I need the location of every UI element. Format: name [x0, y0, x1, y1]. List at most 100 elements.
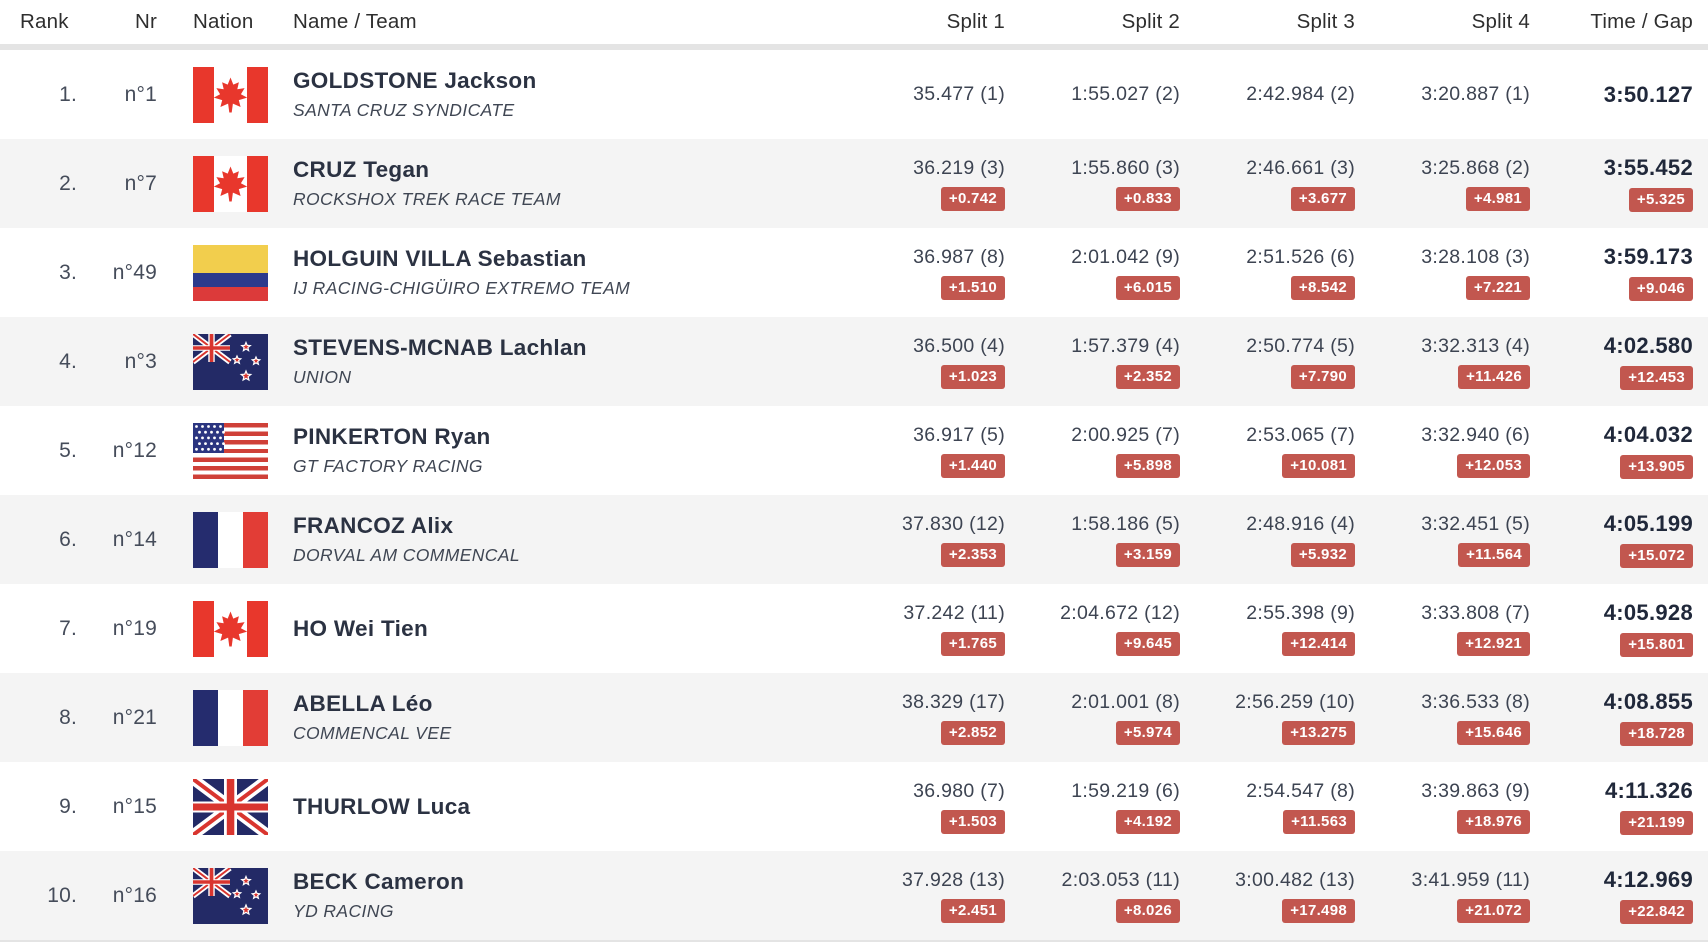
time-gap-cell: 3:50.127 — [1530, 50, 1708, 139]
rider-name: BECK Cameron — [293, 869, 465, 894]
split3-cell: 2:53.065 (7) +10.081 — [1180, 406, 1355, 495]
split-time: 2:00.925 (7) — [1071, 423, 1180, 446]
split1-cell: 37.242 (11) +1.765 — [830, 584, 1005, 673]
flag-can-icon — [193, 600, 268, 657]
rider-name: GOLDSTONE Jackson — [293, 68, 537, 93]
rank-cell: 2. — [0, 139, 85, 228]
split-time: 36.987 (8) — [913, 245, 1005, 268]
split-time: 1:59.219 (6) — [1071, 779, 1180, 802]
split-time: 2:04.672 (12) — [1060, 601, 1180, 624]
split-gap-badge: +1.503 — [940, 809, 1005, 834]
split-gap-badge: +10.081 — [1282, 453, 1355, 478]
split1-cell: 38.329 (17) +2.852 — [830, 673, 1005, 762]
split2-cell: 2:01.001 (8) +5.974 — [1005, 673, 1180, 762]
name-team-cell: HOLGUIN VILLA Sebastian IJ RACING-CHIGÜI… — [293, 228, 830, 317]
rider-name: PINKERTON Ryan — [293, 424, 491, 449]
split-gap-badge: +11.564 — [1458, 542, 1530, 567]
split-gap-badge: +11.426 — [1458, 364, 1530, 389]
final-time: 4:08.855 — [1603, 689, 1693, 714]
split3-cell: 2:46.661 (3) +3.677 — [1180, 139, 1355, 228]
name-team-cell: ABELLA Léo COMMENCAL VEE — [293, 673, 830, 762]
column-header-split2: Split 2 — [1121, 10, 1180, 33]
nation-cell — [160, 139, 293, 228]
flag-gbr-icon — [193, 778, 268, 835]
split-time: 36.219 (3) — [913, 156, 1005, 179]
split-gap-badge: +15.646 — [1457, 720, 1530, 745]
split4-cell: 3:39.863 (9) +18.976 — [1355, 762, 1530, 851]
rider-number: n°19 — [112, 616, 157, 640]
split-time: 36.500 (4) — [913, 334, 1005, 357]
rank-cell: 4. — [0, 317, 85, 406]
split-time: 3:32.451 (5) — [1421, 512, 1530, 535]
final-time: 4:12.969 — [1603, 867, 1693, 892]
rank-cell: 1. — [0, 50, 85, 139]
split1-cell: 35.477 (1) — [830, 50, 1005, 139]
time-gap-badge: +9.046 — [1628, 277, 1693, 301]
split3-cell: 2:56.259 (10) +13.275 — [1180, 673, 1355, 762]
split-time: 2:53.065 (7) — [1246, 423, 1355, 446]
name-team-cell: GOLDSTONE Jackson SANTA CRUZ SYNDICATE — [293, 50, 830, 139]
split-gap-badge: +2.353 — [940, 542, 1005, 567]
split-time: 2:42.984 (2) — [1246, 83, 1355, 105]
time-gap-badge: +13.905 — [1620, 455, 1693, 479]
split3-cell: 2:42.984 (2) — [1180, 50, 1355, 139]
time-gap-badge: +18.728 — [1620, 722, 1693, 746]
column-header-split3: Split 3 — [1296, 10, 1355, 33]
rank-value: 7. — [59, 616, 77, 640]
time-gap-cell: 4:02.580 +12.453 — [1530, 317, 1708, 406]
split-time: 37.830 (12) — [901, 512, 1005, 535]
split-time: 2:51.526 (6) — [1246, 245, 1355, 268]
split-time: 3:00.482 (13) — [1235, 868, 1355, 891]
split-time: 3:39.863 (9) — [1421, 779, 1530, 802]
split-gap-badge: +1.023 — [940, 364, 1005, 389]
split-time: 3:41.959 (11) — [1411, 868, 1530, 891]
number-cell: n°12 — [85, 406, 160, 495]
split-time: 2:01.001 (8) — [1071, 690, 1180, 713]
split2-cell: 1:55.860 (3) +0.833 — [1005, 139, 1180, 228]
split-time: 3:20.887 (1) — [1421, 83, 1530, 105]
rider-number: n°3 — [124, 349, 157, 373]
split1-cell: 36.980 (7) +1.503 — [830, 762, 1005, 851]
time-gap-badge: +22.842 — [1620, 900, 1693, 924]
rank-cell: 6. — [0, 495, 85, 584]
column-header-nation: Nation — [193, 10, 254, 33]
split-time: 35.477 (1) — [913, 83, 1005, 105]
table-row: 4. n°3 STEVENS-MCNAB Lachlan UNION 36.50… — [0, 317, 1708, 406]
time-gap-cell: 4:04.032 +13.905 — [1530, 406, 1708, 495]
split3-cell: 3:00.482 (13) +17.498 — [1180, 851, 1355, 940]
time-gap-cell: 4:05.928 +15.801 — [1530, 584, 1708, 673]
split-time: 36.980 (7) — [913, 779, 1005, 802]
split-gap-badge: +12.921 — [1457, 631, 1530, 656]
number-cell: n°16 — [85, 851, 160, 940]
split3-cell: 2:50.774 (5) +7.790 — [1180, 317, 1355, 406]
split-gap-badge: +0.833 — [1115, 186, 1180, 211]
nation-cell — [160, 495, 293, 584]
flag-can-icon — [193, 66, 268, 123]
time-gap-cell: 4:11.326 +21.199 — [1530, 762, 1708, 851]
time-gap-cell: 3:55.452 +5.325 — [1530, 139, 1708, 228]
split4-cell: 3:32.940 (6) +12.053 — [1355, 406, 1530, 495]
split2-cell: 2:03.053 (11) +8.026 — [1005, 851, 1180, 940]
split-gap-badge: +6.015 — [1115, 275, 1180, 300]
name-team-cell: THURLOW Luca — [293, 762, 830, 851]
rank-cell: 10. — [0, 851, 85, 940]
split1-cell: 37.928 (13) +2.451 — [830, 851, 1005, 940]
split-time: 2:01.042 (9) — [1071, 245, 1180, 268]
split-gap-badge: +2.451 — [940, 898, 1005, 923]
split-time: 1:58.186 (5) — [1071, 512, 1180, 535]
split4-cell: 3:41.959 (11) +21.072 — [1355, 851, 1530, 940]
rank-cell: 3. — [0, 228, 85, 317]
split-time: 3:36.533 (8) — [1421, 690, 1530, 713]
table-row: 5. n°12 PINKERTON Ryan GT FACTORY RACING… — [0, 406, 1708, 495]
split2-cell: 1:59.219 (6) +4.192 — [1005, 762, 1180, 851]
number-cell: n°1 — [85, 50, 160, 139]
table-row: 3. n°49 HOLGUIN VILLA Sebastian IJ RACIN… — [0, 228, 1708, 317]
rank-value: 9. — [59, 794, 77, 818]
rider-number: n°7 — [124, 171, 157, 195]
rank-value: 5. — [59, 438, 77, 462]
split4-cell: 3:36.533 (8) +15.646 — [1355, 673, 1530, 762]
nation-cell — [160, 228, 293, 317]
rank-cell: 9. — [0, 762, 85, 851]
split-gap-badge: +5.898 — [1115, 453, 1180, 478]
final-time: 4:11.326 — [1604, 778, 1693, 803]
